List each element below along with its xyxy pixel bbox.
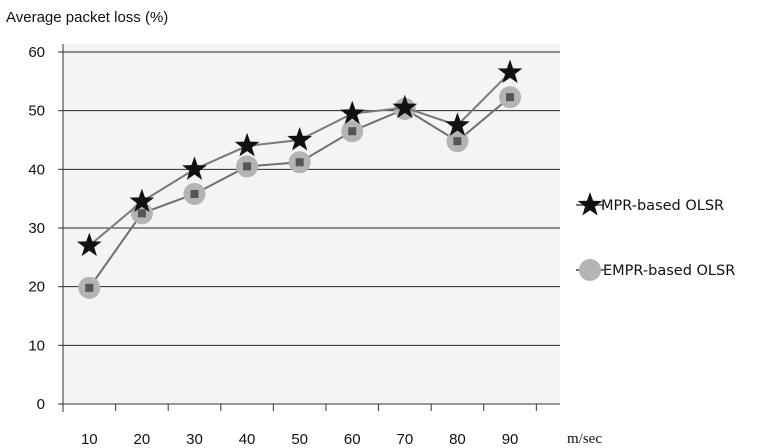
y-tick-label: 0 — [37, 396, 45, 413]
axes — [58, 44, 560, 412]
mpr-point — [339, 100, 365, 125]
mpr-point — [287, 127, 313, 151]
x-axis-unit-label: m/sec — [567, 431, 602, 447]
mpr-point — [76, 232, 102, 257]
empr-square-marker — [506, 93, 515, 102]
mpr-point — [129, 188, 155, 213]
empr-square-marker — [137, 209, 146, 218]
x-tick-label: 90 — [502, 431, 519, 448]
empr-square-marker — [190, 189, 199, 198]
legend-star-marker — [577, 192, 603, 216]
legend: MPR-based OLSR EMPR-based OLSR — [576, 192, 735, 281]
legend-circle-marker — [579, 259, 601, 281]
x-tick-label: 20 — [134, 431, 151, 448]
y-tick-label: 10 — [28, 337, 45, 354]
tick-labels: 0 10 20 30 40 50 60 10 20 30 40 50 60 70 80 90 — [28, 44, 518, 448]
mpr-point — [182, 156, 207, 180]
mpr-point — [445, 112, 470, 136]
y-axis-title: Average packet loss (%) — [6, 9, 168, 26]
mpr-point — [392, 94, 418, 119]
x-tick-label: 60 — [344, 431, 361, 448]
x-tick-label: 50 — [291, 431, 308, 448]
mpr-point — [497, 59, 523, 84]
empr-square-marker — [243, 162, 252, 171]
x-tick-label: 40 — [239, 431, 256, 448]
series-layer — [76, 59, 523, 299]
empr-square-marker — [453, 137, 462, 146]
gridlines — [63, 51, 560, 346]
x-tick-label: 30 — [186, 431, 203, 448]
x-tick-label: 80 — [449, 431, 466, 448]
empr-square-marker — [85, 283, 94, 292]
empr-square-marker — [348, 127, 357, 136]
plot-background — [63, 44, 560, 404]
legend-label-empr: EMPR-based OLSR — [603, 263, 735, 279]
x-tick-label: 10 — [81, 431, 98, 448]
empr-square-marker — [295, 158, 304, 167]
x-tick-label: 70 — [397, 431, 414, 448]
y-tick-label: 20 — [28, 279, 45, 296]
y-tick-label: 60 — [28, 44, 45, 61]
mpr-point — [234, 132, 260, 157]
y-tick-label: 30 — [28, 220, 45, 237]
y-tick-label: 40 — [28, 161, 45, 178]
legend-label-mpr: MPR-based OLSR — [601, 198, 724, 214]
y-tick-label: 50 — [28, 103, 45, 120]
